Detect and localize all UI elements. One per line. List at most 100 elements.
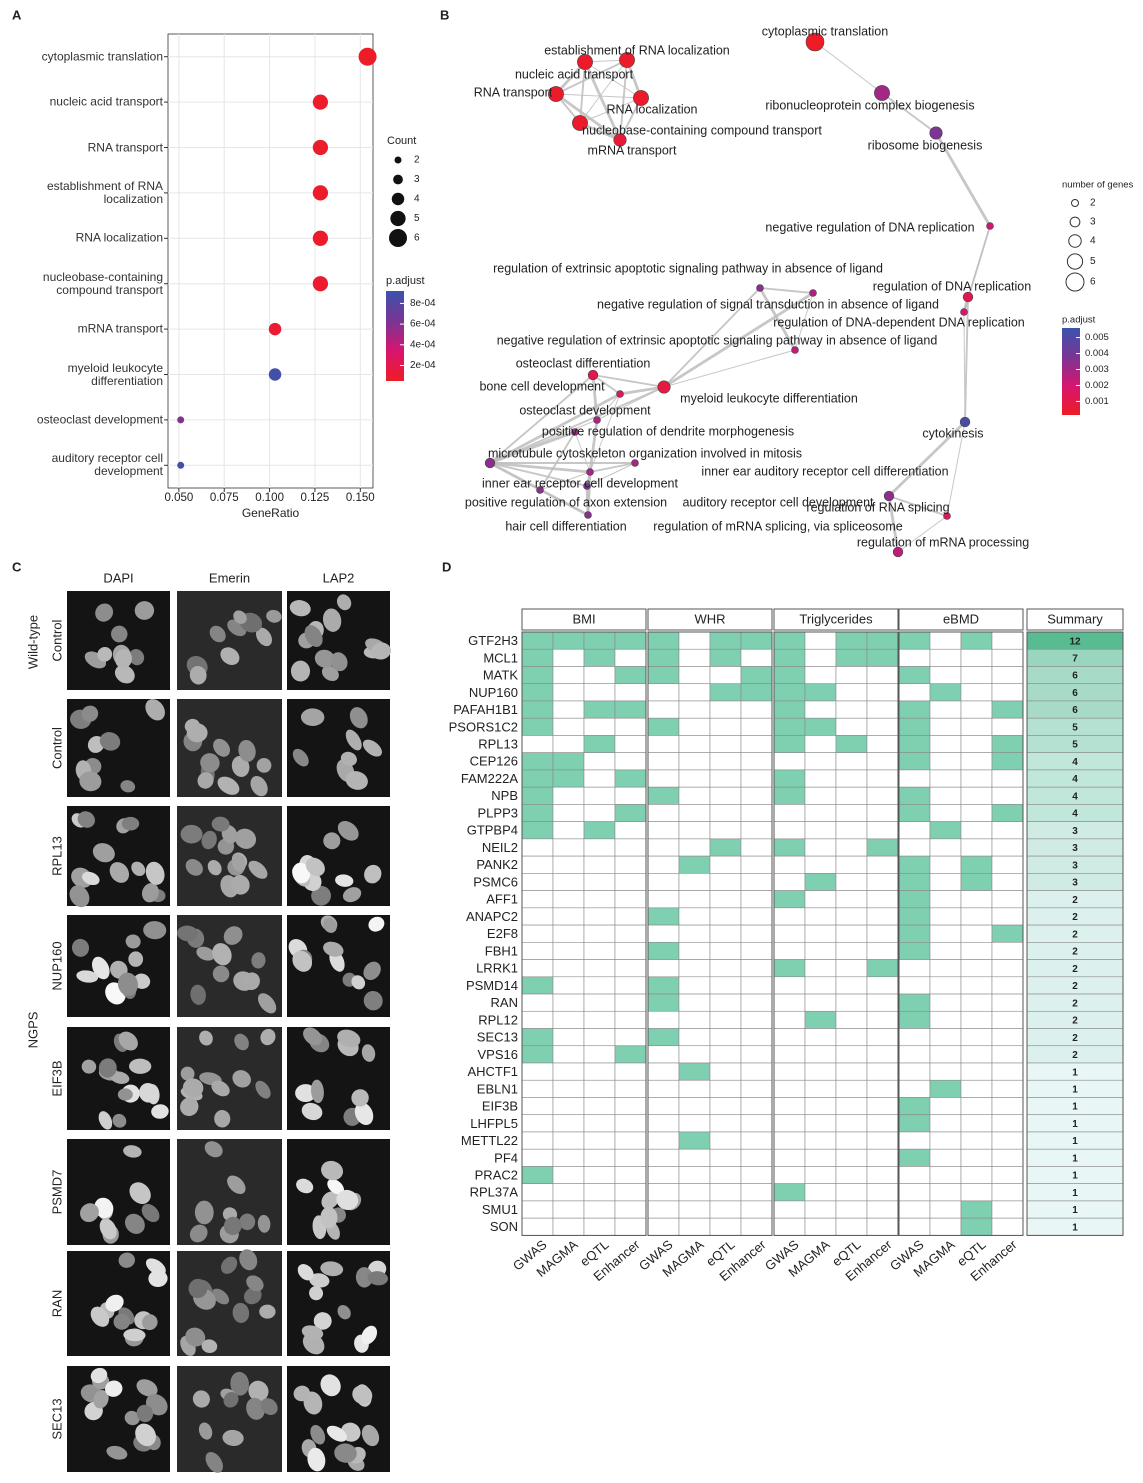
heatmap-cell: [835, 700, 868, 719]
heatmap-cell: [991, 1045, 1024, 1064]
heatmap-cell: [552, 976, 585, 995]
heatmap-cell: [678, 717, 711, 736]
heatmap-cell: [804, 1028, 837, 1047]
heatmap-cell: [647, 717, 680, 736]
heatmap-cell: [709, 1217, 742, 1236]
nucleus: [243, 1287, 262, 1305]
heatmap-cell: [647, 873, 680, 891]
heatmap-cell: [960, 700, 993, 719]
heatmap-cell: [647, 700, 680, 719]
heatmap-cell: [709, 700, 742, 719]
nucleus: [367, 1271, 388, 1286]
heatmap-cell: [991, 1010, 1024, 1029]
nucleus: [192, 1390, 210, 1408]
heatmap-cell: [647, 631, 680, 650]
heatmap-cell: [991, 976, 1024, 995]
legend-label: 2: [1090, 198, 1096, 209]
nucleus: [91, 956, 110, 980]
heatmap-cell: [929, 993, 962, 1012]
gene-label: AHCTF1: [467, 1064, 518, 1079]
heatmap-cell: [773, 648, 806, 667]
heatmap-cell: [898, 993, 931, 1012]
heatmap-cell: [521, 1217, 554, 1236]
heatmap-cell: [898, 1200, 931, 1219]
summary-value: 6: [1072, 705, 1078, 716]
gene-label: PANK2: [476, 857, 518, 872]
heatmap-cell: [740, 855, 773, 874]
heatmap-cell: [678, 1148, 711, 1167]
row-label: Control: [49, 619, 64, 661]
network-node: [883, 490, 895, 502]
heatmap-cell: [991, 993, 1024, 1012]
heatmap-cell: [835, 1097, 868, 1116]
heatmap-cell: [614, 666, 647, 685]
heatmap-cell: [709, 1200, 742, 1219]
heatmap-cell: [929, 769, 962, 788]
heatmap-cell: [647, 769, 680, 788]
heatmap-cell: [521, 648, 554, 667]
gene-label: PRAC2: [475, 1167, 518, 1182]
gene-label: NPB: [491, 788, 518, 803]
heatmap-cell: [614, 1062, 647, 1081]
heatmap-cell: [773, 924, 806, 943]
group-frame: [647, 631, 773, 1236]
heatmap-cell: [835, 924, 868, 943]
heatmap-cell: [740, 769, 773, 788]
legend-label: 4: [1090, 236, 1096, 247]
heatmap-cell: [552, 873, 585, 891]
heatmap-cell: [647, 1114, 680, 1133]
heatmap-cell: [740, 890, 773, 909]
heatmap-cell: [709, 1097, 742, 1116]
heatmap-cell: [709, 735, 742, 753]
heatmap-cell: [991, 1166, 1024, 1184]
summary-value: 3: [1072, 860, 1078, 871]
network-edge: [964, 296, 969, 423]
heatmap-cell: [740, 786, 773, 805]
heatmap-cell: [709, 959, 742, 978]
summary-value: 2: [1072, 1033, 1078, 1044]
group-header: [647, 608, 773, 631]
heatmap-cell: [709, 666, 742, 685]
heatmap-cell: [552, 1045, 585, 1064]
heatmap-cell: [678, 752, 711, 771]
gene-label: NEIL2: [482, 840, 518, 855]
nucleus: [352, 1385, 373, 1405]
gene-label: SON: [490, 1219, 518, 1234]
panel-letter: B: [440, 7, 449, 22]
nucleus: [301, 1325, 324, 1340]
heatmap-cell: [866, 752, 899, 771]
group-frame: [773, 631, 899, 1236]
nucleus: [201, 1339, 218, 1354]
heatmap-cell: [991, 821, 1024, 840]
x-tick-label: 0.075: [210, 492, 239, 504]
heatmap-cell: [866, 1148, 899, 1167]
heatmap-cell: [521, 1131, 554, 1150]
node-label: establishment of RNA localization: [544, 43, 730, 57]
nucleus: [251, 952, 266, 969]
heatmap-cell: [898, 942, 931, 960]
panel-letter: D: [442, 559, 451, 574]
heatmap-cell: [583, 1062, 616, 1081]
heatmap-cell: [521, 838, 554, 857]
heatmap-cell: [773, 1183, 806, 1202]
colorbar-label: 2e-04: [410, 360, 436, 371]
heatmap-cell: [709, 1166, 742, 1184]
node-label: hair cell differentiation: [505, 519, 626, 533]
heatmap-cell: [614, 821, 647, 840]
heatmap-cell: [866, 631, 899, 650]
heatmap-cell: [521, 1045, 554, 1064]
heatmap-cell: [552, 1114, 585, 1133]
network-edge: [585, 485, 590, 516]
heatmap-cell: [678, 631, 711, 650]
heatmap-cell: [583, 1010, 616, 1029]
nucleus: [197, 772, 214, 789]
heatmap-cell: [552, 838, 585, 857]
node-label: regulation of RNA splicing: [806, 500, 949, 514]
nucleus: [310, 1079, 324, 1104]
heatmap-cell: [898, 907, 931, 926]
node-label: regulation of DNA replication: [873, 279, 1031, 293]
legend-label: 2: [414, 155, 420, 166]
heatmap-cell: [678, 993, 711, 1012]
heatmap-cell: [991, 959, 1024, 978]
heatmap-cell: [583, 1079, 616, 1098]
